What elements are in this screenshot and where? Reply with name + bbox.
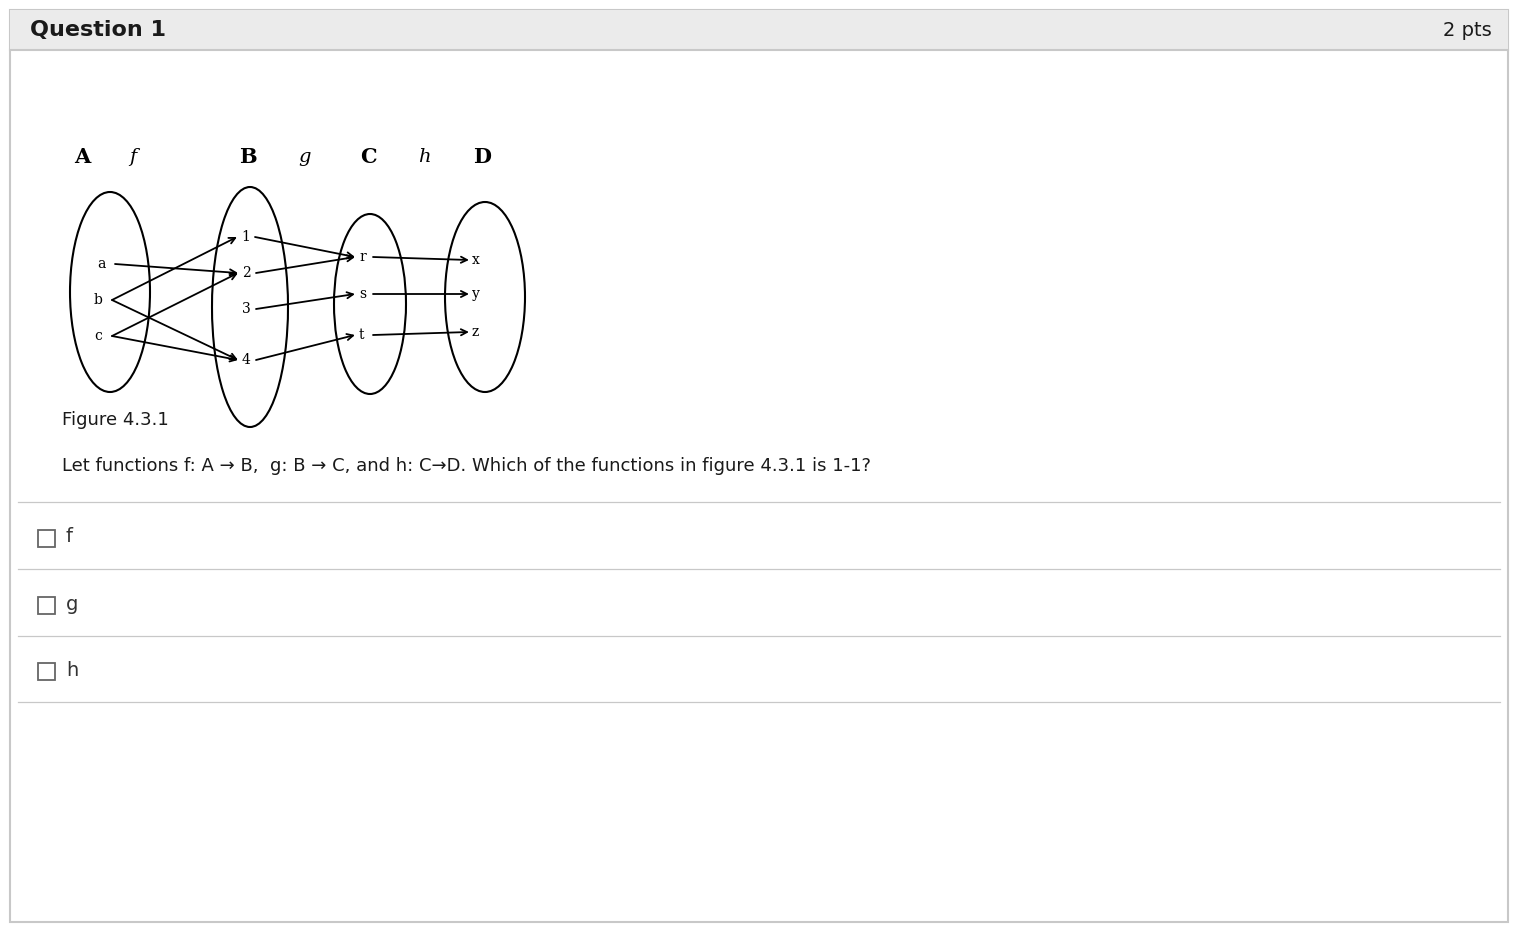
Text: c: c [94,329,102,343]
Text: x: x [472,253,480,267]
Text: Question 1: Question 1 [30,20,165,40]
Text: 1: 1 [241,230,250,244]
Text: Figure 4.3.1: Figure 4.3.1 [62,411,168,429]
Text: h: h [65,661,79,679]
Text: A: A [74,147,90,167]
Text: b: b [94,293,103,307]
Text: g: g [299,148,311,166]
Text: 3: 3 [241,302,250,316]
Text: g: g [65,595,79,613]
Text: f: f [129,148,137,166]
Bar [11,10,1507,50]
Text: Let functions f: A → B,  g: B → C, and h: C→D. Which of the functions in figure : Let functions f: A → B, g: B → C, and h:… [62,457,871,475]
Text: s: s [358,287,366,301]
Text: B: B [240,147,257,167]
Bar [38,663,55,680]
Text: f: f [65,528,73,546]
Text: z: z [472,325,480,339]
Text: y: y [472,287,480,301]
Text: t: t [358,328,364,342]
Text: h: h [417,148,430,166]
Text: 4: 4 [241,353,250,367]
Text: 2: 2 [241,266,250,280]
Text: a: a [97,257,105,271]
Text: D: D [474,147,490,167]
Bar [38,597,55,614]
Text: r: r [358,250,366,264]
Text: 2 pts: 2 pts [1444,21,1492,39]
Bar [38,530,55,547]
Text: C: C [360,147,376,167]
